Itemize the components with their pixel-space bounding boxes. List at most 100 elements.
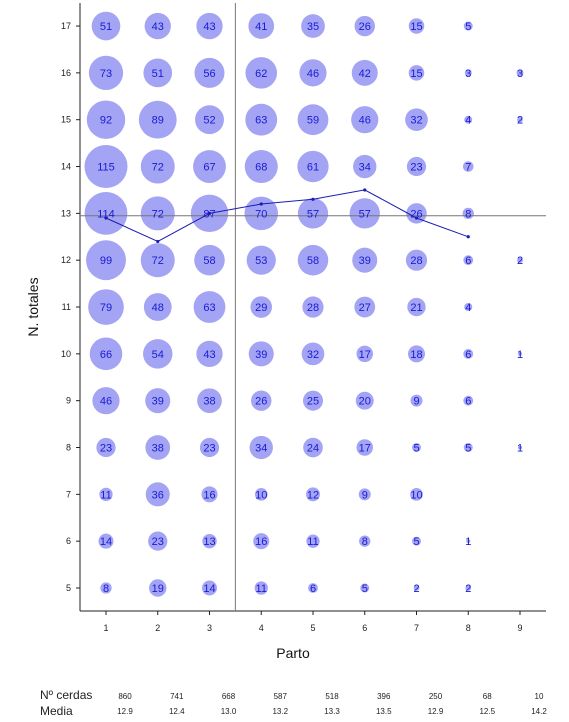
bubble (408, 18, 425, 34)
bubble (254, 488, 268, 501)
bubble-label: 46 (100, 396, 112, 408)
bubble-label: 5 (465, 21, 471, 33)
bubble (297, 244, 329, 276)
bubble (406, 156, 427, 177)
mean-point (104, 216, 108, 220)
bubble (145, 482, 170, 507)
bubble (308, 583, 318, 593)
bubble-label: 68 (255, 162, 267, 174)
y-tick-label: 10 (61, 349, 71, 359)
bubble-label: 34 (359, 162, 371, 174)
footer-mean-value: 13.5 (376, 707, 392, 716)
bubble (464, 303, 473, 312)
footer-mean-value: 13.3 (324, 707, 340, 716)
mean-point (363, 188, 367, 192)
bubble-label: 17 (359, 349, 371, 361)
bubble (407, 345, 426, 363)
bubble (356, 345, 374, 363)
bubble-label: 15 (410, 68, 422, 80)
bubble (193, 291, 226, 323)
bubble-label: 6 (465, 255, 471, 267)
bubble-label: 1 (465, 536, 471, 548)
x-tick-label: 1 (103, 623, 108, 633)
bubble (463, 395, 474, 406)
bubble-label: 26 (410, 208, 422, 220)
bubble-label: 4 (465, 302, 471, 314)
bubble-label: 43 (203, 21, 215, 33)
bubble (518, 445, 522, 450)
bubble-label: 6 (465, 349, 471, 361)
bubble-label: 28 (410, 255, 422, 267)
bubble-label: 87 (203, 208, 215, 220)
bubble (303, 437, 323, 458)
bubble-label: 92 (100, 115, 112, 127)
bubble (143, 293, 172, 321)
mean-point (466, 235, 470, 239)
mean-point (156, 239, 160, 244)
bubble (353, 154, 377, 179)
bubble (145, 388, 171, 414)
x-tick-label: 7 (414, 623, 419, 633)
bubble (360, 583, 370, 593)
bubble-label: 58 (203, 255, 215, 267)
bubble (148, 531, 168, 551)
bubble (138, 100, 177, 139)
bubble-label: 41 (255, 21, 267, 33)
bubble-label: 15 (410, 21, 422, 33)
bubble-label: 5 (362, 583, 368, 595)
bubble (407, 297, 426, 317)
bubble-label: 16 (255, 536, 267, 548)
y-tick-label: 8 (66, 443, 71, 453)
x-tick-label: 9 (517, 623, 522, 633)
bubble (140, 196, 175, 231)
bubble (349, 198, 380, 229)
bubble-label: 32 (307, 349, 319, 361)
bubble-label: 20 (359, 396, 371, 408)
bubble (358, 488, 371, 501)
bubble (91, 11, 121, 41)
bubble (464, 69, 472, 77)
bubble-label: 43 (152, 21, 164, 33)
bubble (253, 533, 270, 550)
bubble (202, 580, 217, 596)
bubble (406, 203, 427, 224)
bubble (100, 582, 112, 594)
bubble-label: 89 (152, 115, 164, 127)
bubble-label: 17 (359, 443, 371, 455)
y-tick-label: 17 (61, 21, 71, 31)
bubble (244, 150, 278, 184)
bubble-label: 99 (100, 255, 112, 267)
bubble (462, 161, 474, 172)
footer-count-value: 518 (325, 692, 339, 701)
bubble-label: 8 (103, 583, 109, 595)
bubble-label: 6 (465, 396, 471, 408)
bubble (89, 337, 123, 371)
bubble-label: 12 (307, 489, 319, 501)
bubble-label: 42 (359, 68, 371, 80)
bubble-label: 59 (307, 115, 319, 127)
bubble (143, 58, 173, 88)
bubble-label: 2 (517, 115, 523, 127)
mean-point (311, 197, 315, 201)
bubble (517, 257, 523, 264)
bubble (84, 145, 128, 189)
bubble-label: 115 (97, 162, 115, 174)
bubble-label: 46 (359, 115, 371, 127)
bubble-label: 34 (255, 443, 267, 455)
bubble (359, 535, 371, 547)
bubble-label: 29 (255, 302, 267, 314)
bubble-label: 14 (203, 583, 215, 595)
bubble-label: 25 (307, 396, 319, 408)
bubble-label: 8 (362, 536, 368, 548)
bubble (194, 57, 225, 88)
x-tick-label: 8 (466, 623, 471, 633)
bubble (301, 342, 325, 366)
bubble-label: 38 (203, 396, 215, 408)
footer-count-label: Nº cerdas (40, 688, 92, 702)
bubble (245, 57, 278, 89)
bubble (196, 340, 223, 367)
bubble-label: 63 (255, 115, 267, 127)
bubble-label: 21 (410, 302, 422, 314)
bubble (99, 487, 113, 501)
bubble-label: 11 (307, 536, 318, 548)
